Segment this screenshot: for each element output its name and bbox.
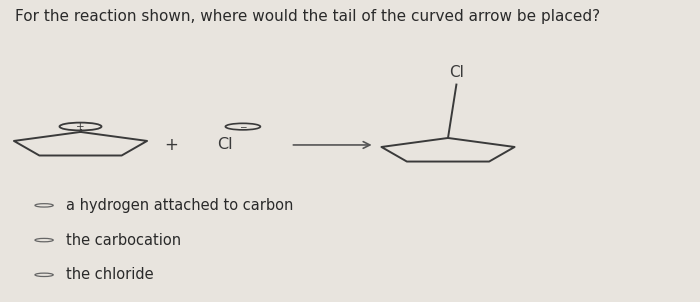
- Text: a hydrogen attached to carbon: a hydrogen attached to carbon: [66, 198, 293, 213]
- Text: +: +: [76, 121, 85, 131]
- Text: +: +: [164, 136, 178, 154]
- Text: the carbocation: the carbocation: [66, 233, 181, 248]
- Text: the chloride: the chloride: [66, 267, 153, 282]
- Text: For the reaction shown, where would the tail of the curved arrow be placed?: For the reaction shown, where would the …: [15, 9, 601, 24]
- Text: Cl: Cl: [449, 65, 464, 80]
- Text: Cl: Cl: [217, 137, 232, 153]
- Text: −: −: [239, 122, 246, 131]
